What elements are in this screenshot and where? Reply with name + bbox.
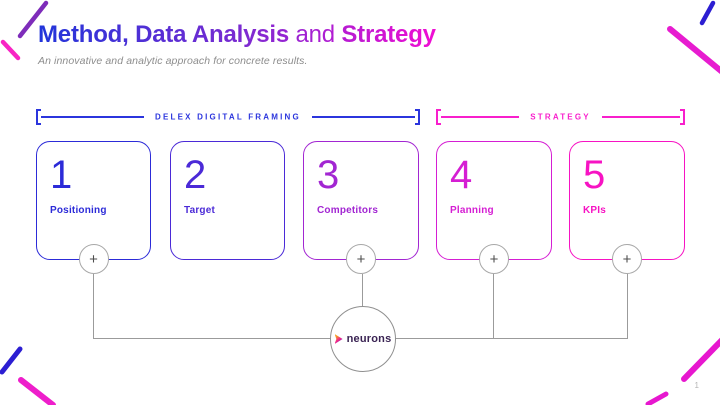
card-number: 5 [583, 153, 606, 197]
decor-line-top-right-blue [699, 0, 716, 26]
card-label: Competitors [317, 205, 379, 216]
add-button[interactable]: + [78, 244, 109, 274]
card-competitors: 3 Competitors + [303, 141, 419, 274]
plus-icon: + [489, 250, 499, 268]
add-button[interactable]: + [612, 244, 642, 274]
plus-icon: + [622, 250, 632, 268]
card-label: KPIs [583, 205, 607, 216]
group-label-strategy: STRATEGY [530, 112, 591, 121]
card-number: 3 [317, 153, 340, 197]
add-button[interactable]: + [346, 244, 376, 274]
connector-line-v3 [362, 274, 363, 306]
title-segment-strategy: Strategy [341, 21, 436, 48]
neurons-logo-icon [334, 334, 343, 344]
bracket-line [601, 116, 681, 118]
card-target: 2 Target [170, 141, 285, 260]
group-bracket-framing: DELEX DIGITAL FRAMING [36, 109, 420, 125]
decor-line-bottom-left-blue [0, 346, 23, 375]
bracket-left-cap [36, 109, 41, 125]
slide-header: Method, Data Analysis and Strategy An in… [38, 20, 436, 67]
decor-line-top-left-pink [0, 39, 21, 61]
card-kpis: 5 KPIs + [569, 141, 685, 274]
card-label: Planning [450, 205, 494, 216]
connector-line-h-left [93, 338, 363, 339]
bracket-right-cap [415, 109, 420, 125]
neurons-badge: neurons [330, 306, 396, 372]
page-title: Method, Data Analysis and Strategy [38, 20, 436, 50]
neurons-logo-text: neurons [346, 333, 392, 345]
card-number: 1 [50, 153, 73, 197]
page-number: 1 [694, 381, 699, 390]
page-subtitle: An innovative and analytic approach for … [38, 55, 308, 67]
decor-line-top-right-magenta [667, 26, 720, 74]
connector-line-v4 [493, 274, 494, 338]
bracket-line [441, 116, 520, 118]
group-label-framing: DELEX DIGITAL FRAMING [155, 112, 301, 121]
plus-icon: + [356, 250, 366, 268]
title-segment-data-analysis: Data Analysis [135, 21, 289, 48]
connector-line-v1 [93, 274, 94, 338]
decor-line-bottom-right-magenta-small [645, 391, 669, 405]
card-planning: 4 Planning + [436, 141, 552, 274]
card-label: Positioning [50, 205, 107, 216]
bracket-right-cap [680, 109, 686, 125]
card-number: 4 [450, 153, 473, 197]
bracket-line [41, 116, 145, 118]
bracket-left-cap [436, 109, 441, 125]
plus-icon: + [89, 250, 98, 268]
card-label: Target [184, 205, 216, 216]
decor-line-bottom-left-magenta [18, 377, 56, 405]
group-bracket-strategy: STRATEGY [436, 109, 686, 125]
connector-line-v5 [627, 274, 628, 338]
connector-line-h-right [363, 338, 628, 339]
card-number: 2 [184, 153, 207, 197]
add-button[interactable]: + [479, 244, 509, 274]
decor-line-bottom-right-magenta [681, 337, 720, 382]
card-positioning: 1 Positioning + [36, 141, 151, 274]
title-segment-and: and [288, 21, 342, 48]
bracket-line [311, 116, 415, 118]
title-segment-method: Method [38, 21, 123, 48]
title-separator: , [122, 21, 136, 48]
